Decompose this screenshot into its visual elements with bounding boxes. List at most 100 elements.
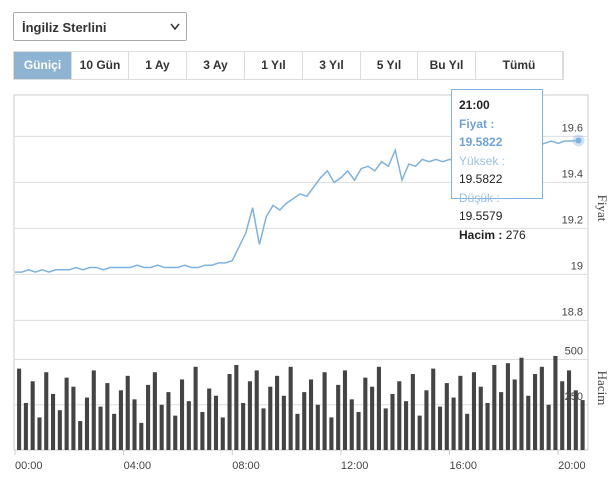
volume-bar <box>98 406 103 450</box>
tooltip-value: 19.5822 <box>459 172 503 186</box>
volume-bar <box>383 408 388 450</box>
volume-bar <box>71 386 76 450</box>
volume-bar <box>220 417 225 450</box>
x-tick-label: 00:00 <box>15 460 43 472</box>
volume-bar <box>78 421 83 450</box>
tab[interactable]: 1 Yıl <box>245 52 303 79</box>
volume-bar <box>84 397 90 450</box>
chevron <box>170 23 180 31</box>
volume-bar <box>105 383 110 450</box>
currency-dropdown[interactable]: İngiliz Sterlini <box>13 12 187 41</box>
volume-bar <box>424 390 429 450</box>
volume-bar <box>492 364 497 450</box>
x-tick-label: 12:00 <box>341 460 369 472</box>
volume-bar <box>363 377 368 450</box>
tooltip-row: Fiyat : 19.5822 <box>459 115 535 152</box>
volume-bar <box>275 375 280 450</box>
volume-bar <box>173 415 178 450</box>
volume-bar <box>254 370 259 450</box>
tab[interactable]: 1 Ay <box>129 52 187 79</box>
volume-bar <box>247 381 252 450</box>
y-tick-label: 19.2 <box>562 214 583 226</box>
volume-bar <box>526 395 531 450</box>
y-tick-label: 19.6 <box>562 122 583 134</box>
volume-bar <box>580 400 585 450</box>
volume-bar <box>166 392 171 450</box>
hover-point-core <box>575 137 582 144</box>
volume-bar <box>560 381 565 450</box>
y-tick-label: 18.8 <box>562 306 583 318</box>
y-tick-label: 500 <box>565 346 583 358</box>
tab[interactable]: Tümü <box>476 52 563 79</box>
volume-bar <box>57 410 62 450</box>
volume-bar <box>349 399 354 450</box>
volume-bar <box>17 368 22 450</box>
tooltip-title: 21:00 <box>459 98 490 112</box>
volume-bar <box>207 388 212 450</box>
tab[interactable]: 5 Yıl <box>361 52 418 79</box>
tab[interactable]: Güniçi <box>14 52 72 79</box>
volume-bar <box>519 357 524 450</box>
volume-bar <box>295 413 300 450</box>
volume-bar <box>268 386 273 450</box>
volume-bar <box>281 395 286 450</box>
tab[interactable]: 3 Yıl <box>303 52 361 79</box>
volume-bar <box>444 383 449 450</box>
volume-bar <box>546 404 551 450</box>
volume-bar <box>44 372 49 450</box>
volume-bar <box>152 372 157 450</box>
volume-bar <box>30 381 35 450</box>
tab[interactable]: Bu Yıl <box>418 52 476 79</box>
volume-bar <box>261 408 266 450</box>
volume-bar <box>146 384 151 450</box>
plot-frame <box>13 94 589 451</box>
tab[interactable]: 3 Ay <box>187 52 245 79</box>
volume-bar <box>417 415 422 450</box>
tooltip-label: Hacim : <box>459 227 503 242</box>
volume-bar <box>329 417 334 450</box>
volume-bar <box>505 363 510 450</box>
volume-bar <box>533 374 538 450</box>
tooltip-row: Hacim : 276 <box>459 226 535 245</box>
volume-bar <box>132 399 137 450</box>
volume-bar <box>125 375 130 450</box>
volume-bar <box>342 370 348 450</box>
volume-bar <box>390 393 395 450</box>
volume-bar <box>186 401 191 450</box>
tooltip-value: 19.5579 <box>459 209 503 223</box>
volume-bar <box>404 401 409 450</box>
x-tick-label: 08:00 <box>232 460 260 472</box>
volume-bar <box>118 390 123 450</box>
volume-bar <box>302 392 307 450</box>
volume-bar <box>370 386 375 450</box>
tab[interactable]: 10 Gün <box>72 52 129 79</box>
volume-bar <box>112 413 117 450</box>
volume-bar <box>471 372 477 450</box>
tooltip-label: Düşük : <box>459 190 500 205</box>
tab-bar: Güniçi 10 Gün 1 Ay 3 Ay 1 Yıl 3 Yıl 5 Yıl Bu Yı… <box>13 51 564 80</box>
volume-bar <box>512 379 517 450</box>
y-tick-label: 19 <box>571 260 583 272</box>
volume-bar <box>573 390 578 450</box>
volume-bar <box>431 368 436 450</box>
volume-bar <box>322 372 327 450</box>
tooltip-value: 19.5822 <box>459 135 503 149</box>
volume-bar <box>241 402 246 450</box>
volume-bar <box>410 374 415 450</box>
volume-bar <box>288 366 293 450</box>
volume-bar <box>213 395 219 450</box>
volume-bar <box>193 366 198 450</box>
y-axis-title: Hacim <box>595 371 610 406</box>
volume-bar <box>37 417 42 450</box>
volume-bar <box>308 379 314 450</box>
volume-bar <box>485 402 490 450</box>
tooltip-row: Düşük : 19.5579 <box>459 189 535 226</box>
volume-bar <box>478 386 483 450</box>
volume-bar <box>139 422 144 450</box>
volume-bar <box>315 404 320 450</box>
volume-bar <box>465 413 470 450</box>
volume-bar <box>234 364 239 450</box>
volume-bar <box>179 379 185 450</box>
volume-bar <box>356 412 361 450</box>
